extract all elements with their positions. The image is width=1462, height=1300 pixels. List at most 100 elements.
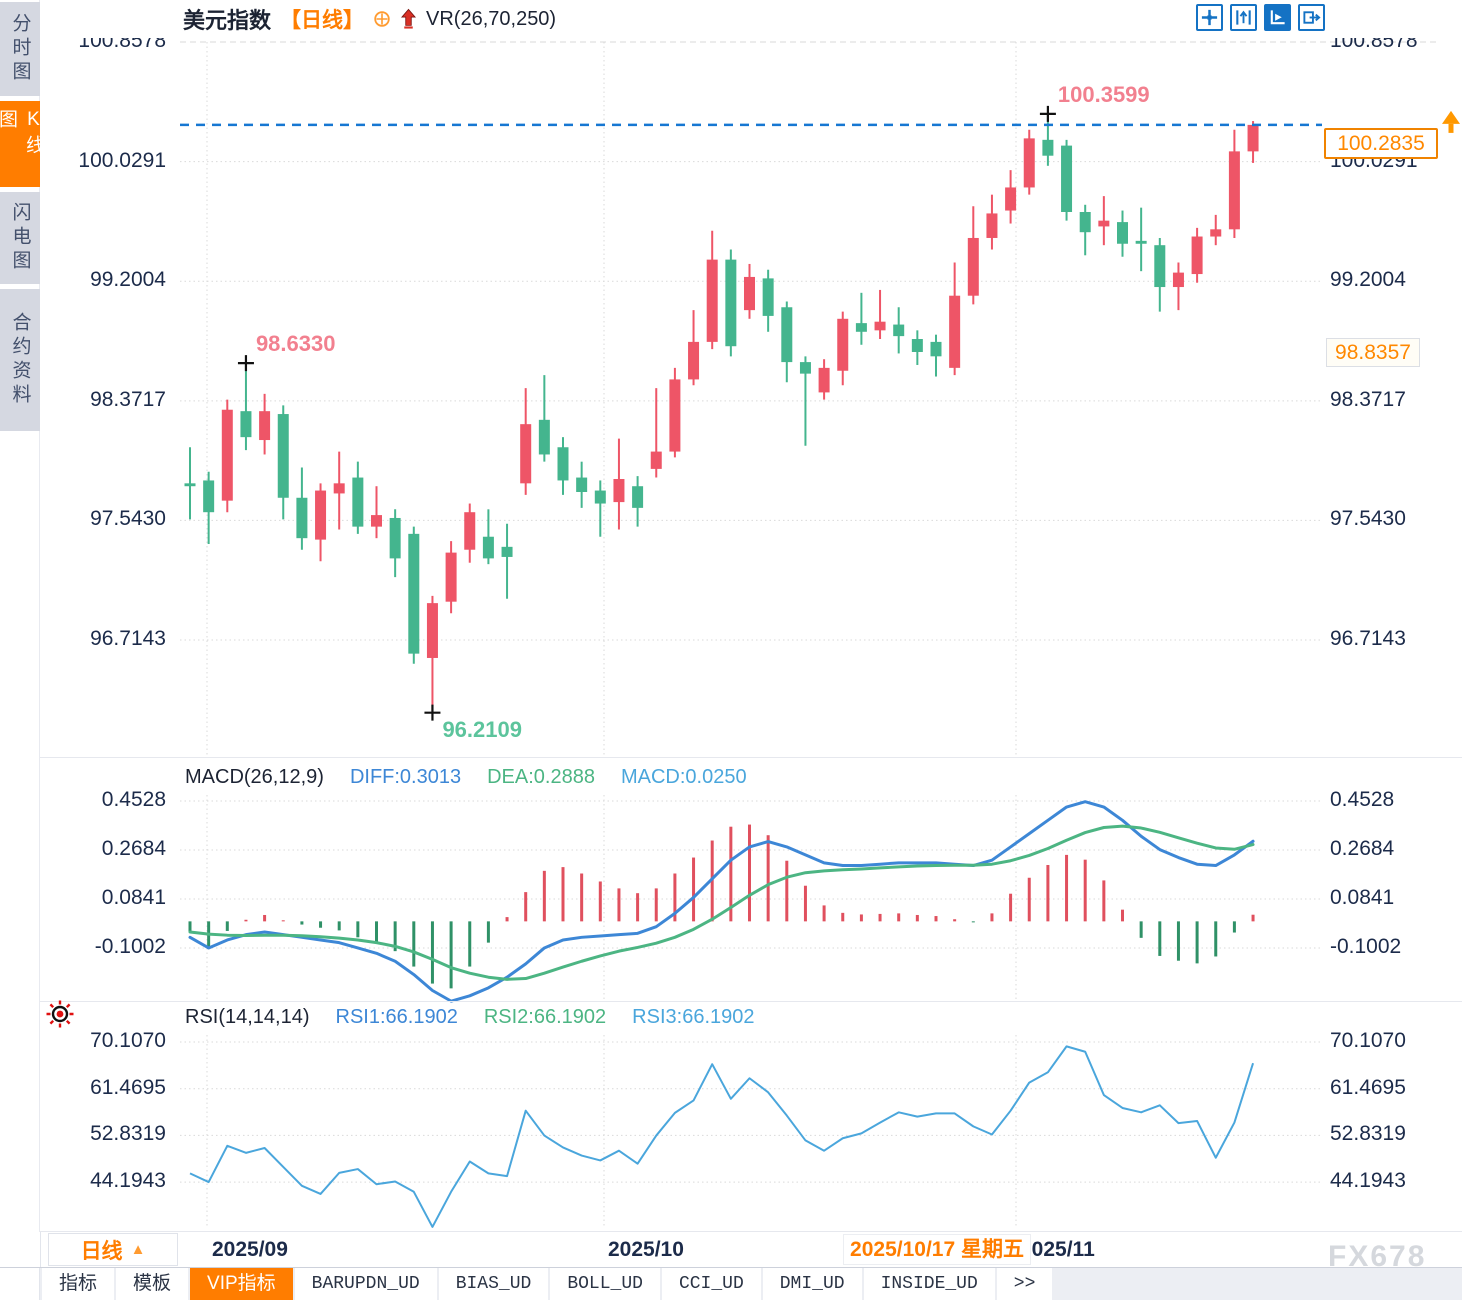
bottom-tab-1[interactable]: 模板 [116,1268,189,1300]
scale-y-axis-icon[interactable] [1230,4,1257,31]
macd-histogram-bar [598,881,602,922]
macd-histogram-bar [244,919,248,922]
candle [706,230,718,350]
macd-histogram-bar [524,892,528,922]
candle [501,523,513,599]
rsi3-value: RSI3:66.1902 [632,1006,755,1028]
y-axis-label: 70.1070 [1330,1029,1406,1052]
candle [408,526,420,664]
bottom-tab-5[interactable]: BOLL_UD [550,1268,660,1300]
macd-histogram-bar [841,912,845,922]
macd-histogram-bar [430,921,434,984]
candle [315,483,327,562]
y-axis-label: 44.1943 [1330,1169,1406,1193]
y-axis-label: 0.0841 [1330,886,1395,909]
x-axis-label: 2025/10 [608,1238,684,1261]
period-selector[interactable]: 日线 ▲ [48,1233,178,1266]
y-axis-label: 0.0841 [101,886,166,909]
secondary-price-tag: 98.8357 [1326,337,1420,367]
candle [445,541,457,614]
macd-histogram-bar [1065,854,1069,922]
macd-histogram-bar [542,870,546,922]
macd-histogram-bar [580,873,584,922]
pan-right-icon[interactable] [1298,4,1325,31]
bottom-tab-6[interactable]: CCI_UD [661,1268,761,1300]
macd-histogram-bar [1251,914,1255,922]
auto-scale-icon[interactable] [1264,4,1291,31]
y-axis-label: 0.2684 [101,836,166,860]
triangle-up-icon: ▲ [130,1241,146,1258]
candlesticks [184,113,1259,713]
up-arrow-icon [400,8,417,30]
macd-histogram-bar [1195,921,1199,964]
candle [967,206,979,305]
y-axis-label: 61.4695 [1330,1075,1406,1099]
y-axis-label: 70.1070 [90,1029,166,1052]
macd-macd-value: MACD:0.0250 [620,766,747,788]
bottom-tab-3[interactable]: BARUPDN_UD [294,1268,437,1300]
macd-histogram-bar [673,873,677,922]
panel-separator [40,1231,1462,1232]
macd-dea-line [188,824,1255,981]
candle [1191,227,1203,283]
macd-histogram-bar [934,916,938,922]
macd-diff-line [188,800,1255,1003]
price-arrow-icon [1442,110,1460,133]
corner-cell [0,1268,40,1300]
macd-histogram-bar [337,921,341,931]
current-price-tag[interactable]: 100.2835 [1324,127,1438,159]
candle [184,447,196,520]
y-axis-label: 97.5430 [90,507,166,531]
macd-name: MACD(26,12,9) [185,766,324,788]
watermark: FX678 [1328,1240,1427,1273]
move-crosshair-icon[interactable] [1196,4,1223,31]
crosshair-date-tooltip: 2025/10/17 星期五 [843,1234,1031,1265]
macd-histogram-bar [319,921,323,928]
bottom-tab-7[interactable]: DMI_UD [762,1268,862,1300]
target-icon[interactable] [373,10,391,28]
candle [576,461,588,508]
macd-histogram-bar [263,914,267,922]
candle [296,467,308,550]
candle [1079,204,1091,256]
macd-histogram-bar [207,921,211,950]
candle [911,330,923,365]
bottom-tab-8[interactable]: INSIDE_UD [863,1268,995,1300]
sidebar-item-0[interactable]: 分时图 [0,2,40,96]
y-axis-label: 99.2004 [90,268,166,292]
y-axis-label: 97.5430 [1330,507,1406,531]
macd-histogram-bar [878,913,882,922]
sidebar-item-1[interactable]: K线图 [0,101,44,187]
sidebar-item-3[interactable]: 合约资料 [0,289,40,431]
candle [371,486,382,539]
sidebar-item-2[interactable]: 闪电图 [0,192,40,284]
period-tag[interactable]: 【日线】 [280,9,365,32]
macd-histogram-bar [486,921,490,943]
rsi-header: RSI(14,14,14) RSI1:66.1902 RSI2:66.1902 … [185,1006,755,1029]
candle [557,437,569,495]
candle [333,451,345,530]
corner-cell [0,1232,41,1267]
indicator-label[interactable]: VR(26,70,250) [426,7,557,30]
y-axis-label: 100.0291 [78,148,166,172]
macd-histogram-bar [1027,877,1031,922]
macd-histogram-bar [1046,864,1050,922]
macd-histogram-bar [692,857,696,922]
bottom-tab-4[interactable]: BIAS_UD [438,1268,549,1300]
macd-histogram-bar [1232,921,1236,933]
candle [613,438,625,530]
bottom-tab-0[interactable]: 指标 [42,1268,115,1300]
macd-histogram-bar [1176,921,1180,961]
candle [221,399,233,513]
bottom-tab-9[interactable]: >> [996,1268,1053,1300]
candle [259,393,271,455]
candle [1228,129,1240,238]
macd-histogram-bar [1102,880,1106,922]
candle [1154,237,1166,312]
macd-histogram-bar [281,920,285,922]
sun-icon[interactable] [45,999,75,1029]
bottom-tab-2[interactable]: VIP指标 [190,1268,293,1300]
macd-histogram-bar [654,888,658,922]
price-annotation: 98.6330 [255,331,336,357]
